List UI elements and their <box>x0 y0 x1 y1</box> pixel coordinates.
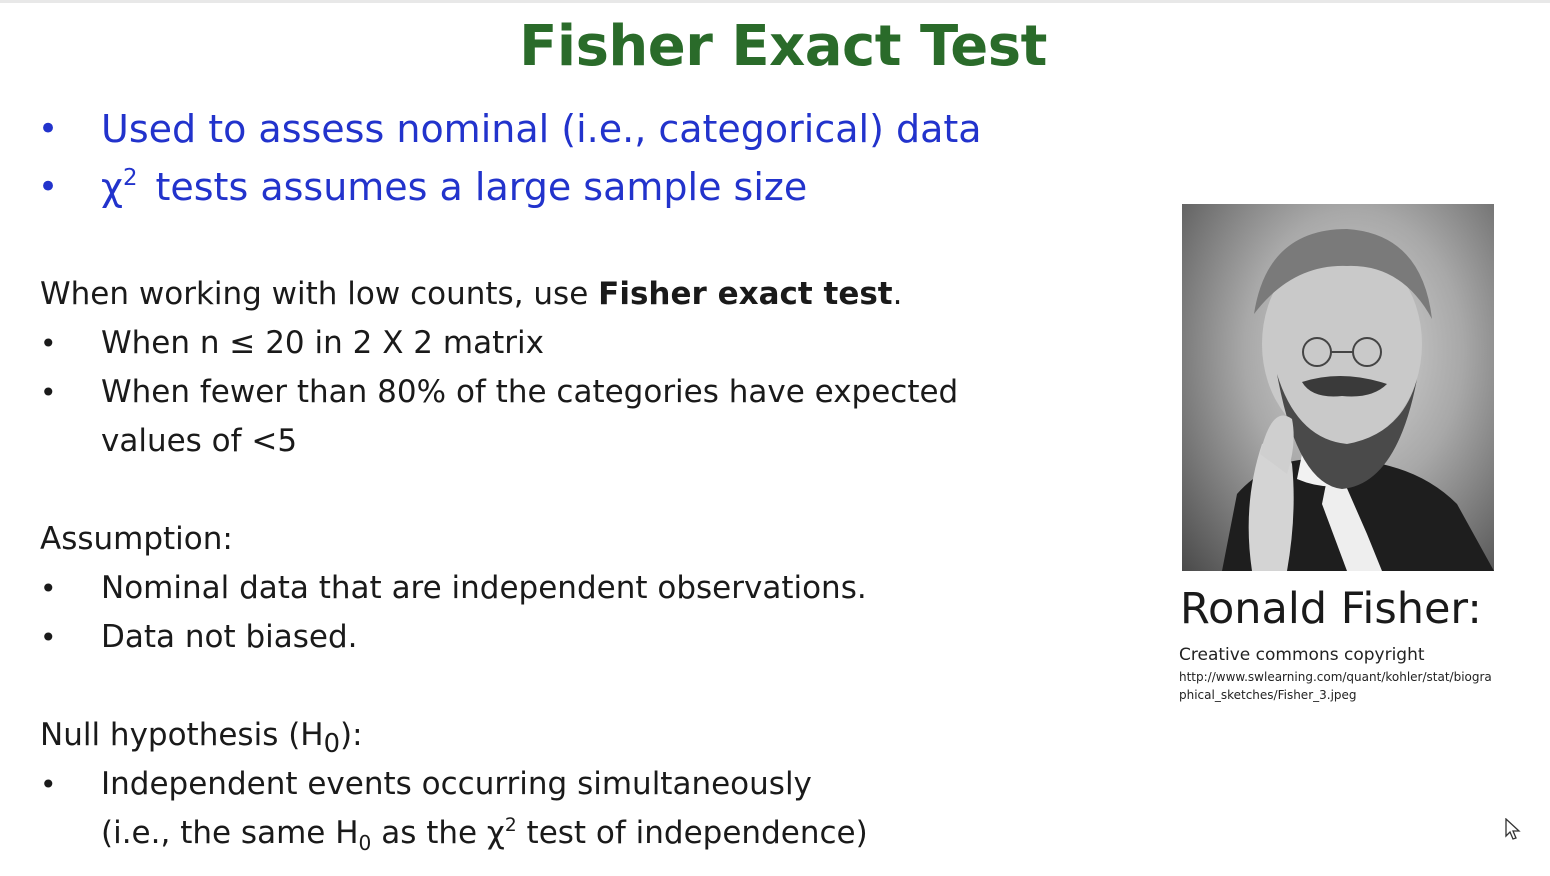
low-counts-section: When working with low counts, use Fisher… <box>40 270 958 466</box>
bullet-icon: • <box>38 167 59 207</box>
ronald-fisher-portrait <box>1182 204 1494 571</box>
list-item: • When n ≤ 20 in 2 X 2 matrix <box>40 319 958 368</box>
portrait-illustration <box>1222 229 1494 571</box>
slide-title: Fisher Exact Test <box>519 14 1047 79</box>
mouse-pointer-icon <box>1505 818 1521 840</box>
bullet-icon: • <box>40 621 57 654</box>
bullet-icon: • <box>40 327 57 360</box>
key-point-label: tests assumes a large sample size <box>155 165 808 209</box>
bullet-icon: • <box>40 376 57 409</box>
list-item: • Independent events occurring simultane… <box>40 760 868 858</box>
key-point-text: Used to assess nominal (i.e., categorica… <box>101 107 982 151</box>
list-item: • Data not biased. <box>40 613 867 662</box>
chi-symbol: χ <box>101 165 123 209</box>
bullet-icon: • <box>40 768 57 801</box>
list-item: • Nominal data that are independent obse… <box>40 564 867 613</box>
list-item: • When fewer than 80% of the categories … <box>40 368 958 466</box>
fisher-exact-test-bold: Fisher exact test <box>598 276 893 312</box>
assumption-section: Assumption: • Nominal data that are inde… <box>40 515 867 662</box>
less-equal-symbol: ≤ <box>229 325 256 361</box>
portrait-caption-name: Ronald Fisher: <box>1180 584 1482 634</box>
top-border <box>0 0 1550 3</box>
image-source-url: http://www.swlearning.com/quant/kohler/s… <box>1179 670 1492 702</box>
low-counts-intro: When working with low counts, use Fisher… <box>40 276 903 312</box>
assumption-heading: Assumption: <box>40 521 233 557</box>
copyright-note: Creative commons copyright <box>1179 645 1425 665</box>
bullet-icon: • <box>40 572 57 605</box>
superscript: 2 <box>122 165 138 192</box>
null-hypothesis-heading: Null hypothesis (H0): <box>40 717 363 760</box>
key-point-text: χ2 tests assumes a large sample size <box>101 158 807 216</box>
bullet-icon: • <box>38 109 59 149</box>
null-hypothesis-section: Null hypothesis (H0): • Independent even… <box>40 711 868 858</box>
